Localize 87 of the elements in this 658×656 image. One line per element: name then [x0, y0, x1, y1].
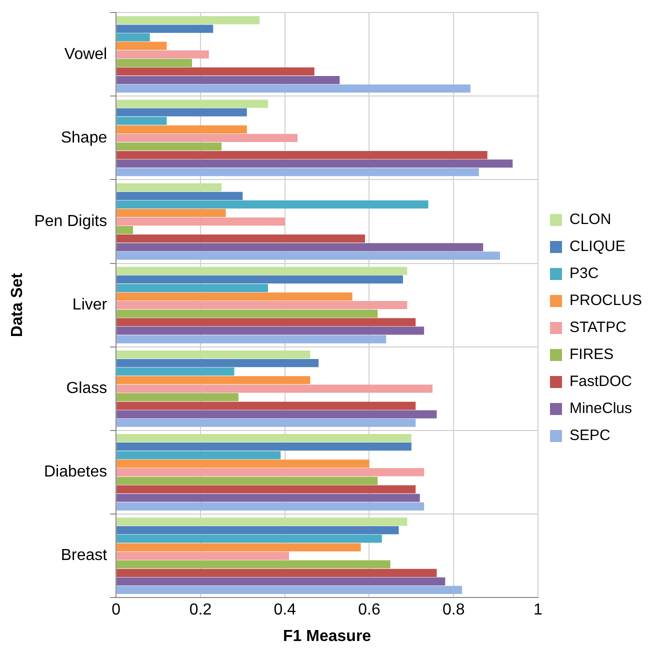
bar: [116, 234, 366, 243]
bar: [116, 368, 234, 376]
bar: [116, 526, 399, 534]
bar: [116, 116, 167, 125]
bar: [116, 393, 238, 402]
bar: [116, 410, 437, 418]
bar: [116, 284, 268, 292]
y-tick-label: Breast: [60, 547, 108, 564]
bar: [116, 376, 310, 384]
bar: [116, 301, 408, 310]
bar: [116, 243, 484, 252]
bar: [116, 142, 222, 151]
bar: [116, 84, 470, 93]
legend-label: FastDOC: [569, 373, 632, 390]
bar: [116, 292, 352, 301]
bar: [116, 192, 243, 200]
bar: [116, 150, 488, 160]
x-tick-label: 0.4: [274, 602, 296, 619]
legend-label: P3C: [569, 265, 599, 282]
bar: [116, 183, 222, 192]
bar: [116, 226, 133, 234]
y-tick-label: Liver: [72, 296, 108, 314]
bar: [116, 560, 390, 568]
bar: [116, 76, 340, 84]
bar: [116, 318, 416, 326]
bar: [116, 384, 433, 393]
bar: [116, 168, 479, 176]
bar: [116, 577, 446, 586]
y-tick-label: Pen Digits: [34, 212, 108, 230]
bar: [116, 402, 416, 410]
bar: [116, 494, 420, 502]
bar: [116, 485, 416, 494]
legend-label: CLIQUE: [569, 238, 626, 256]
x-tick-label: 0.8: [442, 602, 465, 619]
x-tick-label: 1: [534, 602, 543, 619]
legend-label: FIRES: [569, 346, 614, 364]
bar: [116, 252, 500, 260]
bar: [116, 310, 378, 318]
bar: [116, 67, 314, 76]
bar: [116, 418, 416, 427]
x-tick-label: 0.2: [189, 602, 212, 619]
bar: [116, 134, 298, 142]
bar: [116, 125, 247, 134]
y-tick-label: Shape: [60, 129, 108, 146]
bar: [116, 518, 408, 526]
bar: [116, 568, 437, 577]
bar: [116, 42, 167, 50]
bar: [116, 16, 260, 24]
bar: [116, 534, 382, 543]
bar: [116, 217, 285, 226]
bar: [116, 476, 378, 485]
y-tick-label: Glass: [66, 380, 108, 398]
y-tick-label: Diabetes: [44, 464, 108, 481]
bar: [116, 442, 412, 451]
bar: [116, 335, 386, 344]
y-axis-title: Data Set: [9, 272, 26, 338]
legend-label: MineClus: [569, 400, 632, 418]
bar: [116, 108, 247, 116]
bar: [116, 502, 424, 510]
bar: [116, 358, 319, 368]
bar: [116, 434, 412, 442]
bar: [116, 326, 424, 335]
x-axis-title: F1 Measure: [283, 628, 372, 645]
bar: [116, 468, 424, 476]
legend-label: STATPC: [569, 319, 627, 336]
bar: [116, 350, 310, 359]
legend-label: SEPC: [569, 427, 610, 444]
legend-label: CLON: [569, 211, 612, 228]
x-tick-label: 0: [112, 602, 121, 619]
bar: [116, 200, 428, 208]
bar: [116, 50, 209, 58]
bar: [116, 460, 370, 468]
y-tick-label: Vowel: [64, 46, 108, 63]
bar: [116, 275, 403, 284]
bar: [116, 552, 290, 560]
bar: [116, 58, 192, 67]
legend-label: PROCLUS: [569, 292, 642, 310]
bar: [116, 100, 268, 108]
bar: [116, 266, 408, 275]
bar: [116, 451, 281, 460]
bar: [116, 586, 462, 594]
bar: [116, 543, 361, 552]
bar: [116, 24, 214, 33]
bar: [116, 33, 150, 42]
bar: [116, 160, 513, 168]
x-tick-label: 0.6: [358, 602, 380, 619]
bar: [116, 208, 226, 218]
